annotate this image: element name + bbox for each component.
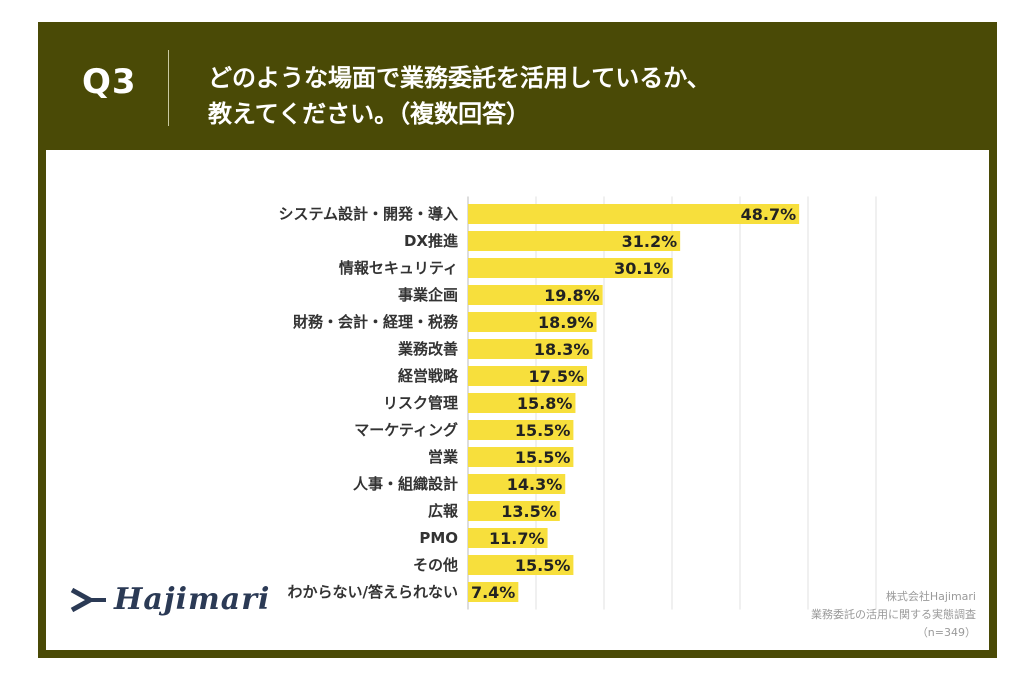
category-label: 経営戦略 bbox=[398, 367, 459, 385]
value-label: 30.1% bbox=[614, 259, 670, 278]
hajimari-logo: Hajimari bbox=[70, 582, 270, 617]
value-label: 18.3% bbox=[534, 340, 590, 359]
bar bbox=[468, 366, 587, 386]
value-label: 14.3% bbox=[507, 475, 563, 494]
bar-chart: システム設計・開発・導入 48.7% DX推進 31.2% 情報セキュリティ 30.1% 事… bbox=[278, 196, 877, 610]
category-label: 情報セキュリティ bbox=[339, 259, 458, 277]
category-label: リスク管理 bbox=[383, 394, 458, 412]
bar bbox=[468, 582, 519, 602]
question-line-2: 教えてください。（複数回答） bbox=[208, 100, 531, 128]
bar bbox=[468, 231, 681, 251]
value-label: 13.5% bbox=[501, 502, 557, 521]
bar bbox=[468, 474, 566, 494]
category-label: 人事・組織設計 bbox=[353, 475, 458, 493]
category-label: わからない/答えられない bbox=[288, 583, 458, 601]
bar bbox=[468, 447, 574, 467]
category-label: PMO bbox=[419, 529, 458, 547]
bar bbox=[468, 501, 560, 521]
category-label: 業務改善 bbox=[397, 340, 458, 358]
source-company: 株式会社Hajimari bbox=[885, 590, 976, 603]
value-label: 19.8% bbox=[544, 286, 600, 305]
category-label: 財務・会計・経理・税務 bbox=[292, 313, 459, 331]
header: Q3 どのような場面で業務委託を活用しているか、 教えてください。（複数回答） bbox=[38, 22, 997, 150]
value-label: 15.5% bbox=[515, 448, 571, 467]
source-sample: （n=349） bbox=[916, 626, 976, 639]
category-label: 営業 bbox=[428, 448, 459, 466]
bar bbox=[468, 339, 593, 359]
bar bbox=[468, 258, 673, 278]
bar bbox=[468, 285, 603, 305]
bar bbox=[468, 312, 597, 332]
value-label: 48.7% bbox=[741, 205, 797, 224]
value-label: 15.5% bbox=[515, 556, 571, 575]
question-line-1: どのような場面で業務委託を活用しているか、 bbox=[208, 64, 711, 92]
bar bbox=[468, 555, 574, 575]
logo-text: Hajimari bbox=[114, 582, 271, 617]
chart-panel: システム設計・開発・導入 48.7% DX推進 31.2% 情報セキュリティ 30.1% 事… bbox=[46, 150, 989, 650]
category-label: 事業企画 bbox=[398, 286, 458, 304]
source-note: 株式会社Hajimari 業務委託の活用に関する実態調査 （n=349） bbox=[811, 588, 976, 642]
value-label: 7.4% bbox=[471, 583, 515, 602]
question-text: どのような場面で業務委託を活用しているか、 教えてください。（複数回答） bbox=[208, 60, 968, 132]
bar bbox=[468, 393, 576, 413]
bar bbox=[468, 204, 800, 224]
category-label: 広報 bbox=[428, 502, 459, 520]
chart-frame: Q3 どのような場面で業務委託を活用しているか、 教えてください。（複数回答） … bbox=[38, 22, 997, 658]
value-label: 17.5% bbox=[528, 367, 584, 386]
logo-chevron-icon bbox=[70, 587, 106, 612]
category-label: マーケティング bbox=[354, 421, 458, 439]
header-divider bbox=[168, 50, 169, 126]
value-label: 15.8% bbox=[517, 394, 573, 413]
question-number: Q3 bbox=[82, 62, 137, 102]
category-label: その他 bbox=[413, 556, 458, 574]
value-label: 15.5% bbox=[515, 421, 571, 440]
category-label: システム設計・開発・導入 bbox=[278, 205, 458, 223]
value-label: 11.7% bbox=[489, 529, 545, 548]
bar bbox=[468, 420, 574, 440]
value-label: 18.9% bbox=[538, 313, 594, 332]
bar bbox=[468, 528, 548, 548]
source-survey: 業務委託の活用に関する実態調査 bbox=[811, 608, 976, 621]
value-label: 31.2% bbox=[622, 232, 678, 251]
category-label: DX推進 bbox=[404, 232, 459, 250]
